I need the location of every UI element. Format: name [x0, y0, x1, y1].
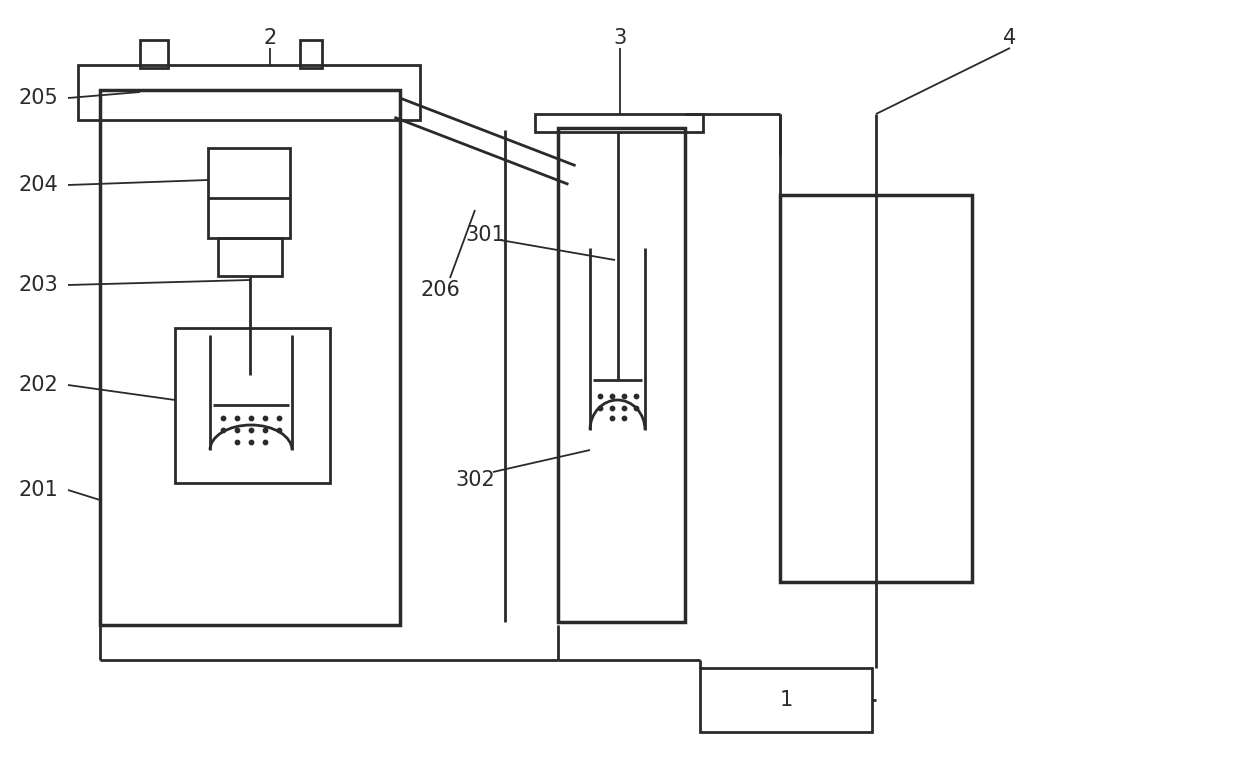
Text: 204: 204: [19, 175, 58, 195]
Point: [269, 423, 289, 436]
Bar: [140, 40, 167, 68]
Point: [601, 390, 621, 402]
Text: 3: 3: [614, 28, 626, 48]
Text: 4: 4: [1003, 28, 1017, 48]
Bar: [175, 328, 330, 483]
Point: [227, 412, 247, 424]
Text: 301: 301: [465, 225, 505, 245]
Bar: [78, 65, 420, 120]
Bar: [558, 128, 684, 622]
Bar: [780, 195, 972, 582]
Point: [241, 423, 260, 436]
Point: [614, 401, 634, 414]
Bar: [701, 668, 872, 732]
Point: [269, 412, 289, 424]
Bar: [208, 148, 290, 238]
Bar: [218, 238, 281, 276]
Text: 202: 202: [19, 375, 58, 395]
Point: [601, 401, 621, 414]
Text: 1: 1: [780, 690, 792, 710]
Point: [213, 412, 233, 424]
Text: 201: 201: [19, 480, 58, 500]
Bar: [300, 40, 322, 68]
Text: 2: 2: [263, 28, 277, 48]
Point: [241, 436, 260, 448]
Text: 302: 302: [455, 470, 495, 490]
Point: [227, 423, 247, 436]
Point: [601, 412, 621, 424]
Point: [614, 390, 634, 402]
Bar: [100, 90, 401, 625]
Point: [625, 401, 645, 414]
Point: [227, 436, 247, 448]
Point: [589, 390, 609, 402]
Point: [614, 412, 634, 424]
Point: [255, 423, 275, 436]
Bar: [534, 114, 703, 132]
Point: [241, 412, 260, 424]
Text: 206: 206: [420, 280, 460, 300]
Point: [589, 401, 609, 414]
Point: [213, 423, 233, 436]
Point: [255, 412, 275, 424]
Point: [625, 390, 645, 402]
Text: 203: 203: [19, 275, 58, 295]
Text: 205: 205: [19, 88, 58, 108]
Point: [255, 436, 275, 448]
